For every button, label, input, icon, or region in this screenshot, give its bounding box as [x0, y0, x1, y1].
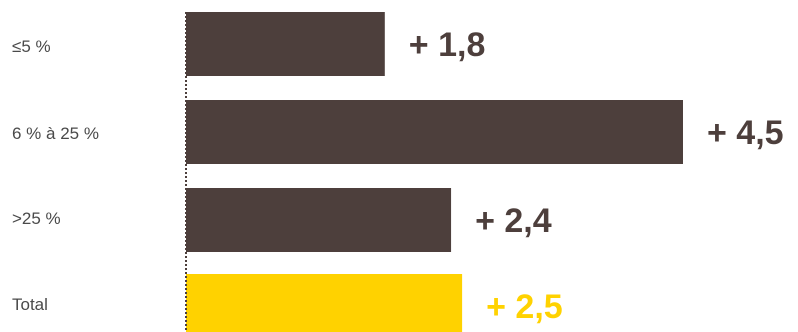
bar-2 — [186, 188, 452, 252]
bar-0 — [186, 12, 385, 76]
bar-3 — [186, 274, 463, 332]
category-label-1: 6 % à 25 % — [12, 124, 99, 143]
bars-group — [186, 12, 683, 332]
bar-1 — [186, 100, 683, 164]
value-labels-group: + 1,8 + 4,5 + 2,4 + 2,5 — [409, 26, 784, 326]
value-label-2: + 2,4 — [475, 202, 552, 240]
value-label-1: + 4,5 — [707, 114, 784, 152]
category-labels-group: ≤5 % 6 % à 25 % >25 % Total — [12, 37, 99, 314]
category-label-3: Total — [12, 295, 48, 314]
category-label-2: >25 % — [12, 209, 61, 228]
value-label-3: + 2,5 — [486, 288, 563, 326]
value-label-0: + 1,8 — [409, 26, 486, 64]
category-label-0: ≤5 % — [12, 37, 51, 56]
